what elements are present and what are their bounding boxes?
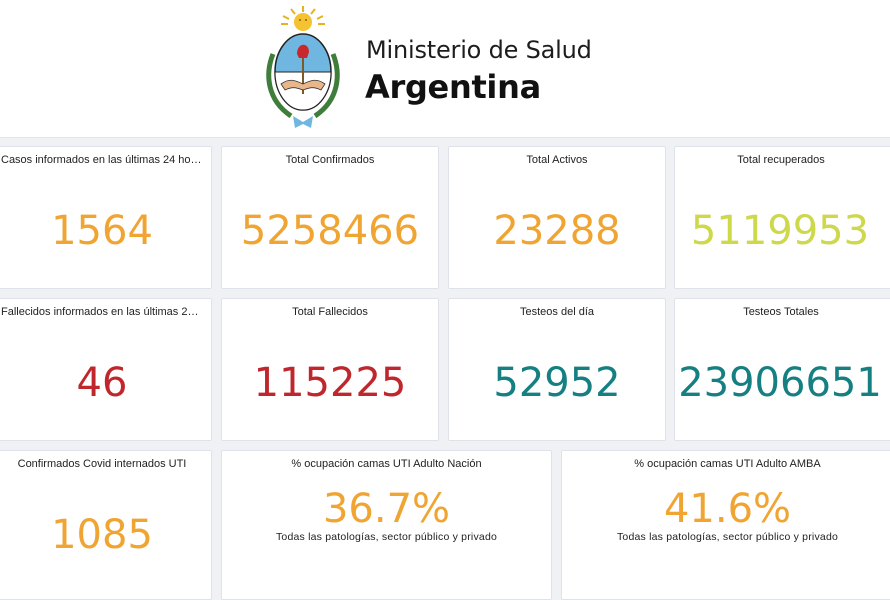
- card-total-recovered: Total recuperados 5119953: [674, 146, 890, 289]
- card-icu-confirmed: Confirmados Covid internados UTI 1085: [0, 450, 212, 600]
- card-icu-occupancy-amba: % ocupación camas UTI Adulto AMBA 41.6% …: [561, 450, 890, 600]
- card-icu-occupancy-nacion: % ocupación camas UTI Adulto Nación 36.7…: [221, 450, 552, 600]
- card-value: 5119953: [690, 208, 870, 254]
- occupancy-value: 36.7%: [322, 486, 451, 532]
- card-value: 23906651: [678, 360, 882, 406]
- card-title: Total Fallecidos: [292, 306, 368, 318]
- card-title: Fallecidos informados en las últimas 24 …: [1, 306, 203, 318]
- card-value: 1564: [51, 208, 153, 254]
- card-tests-total: Testeos Totales 23906651: [674, 298, 890, 441]
- card-title: % ocupación camas UTI Adulto Nación: [291, 458, 482, 470]
- card-title: Confirmados Covid internados UTI: [17, 458, 187, 470]
- card-title: Total Activos: [526, 154, 588, 166]
- country-name: Argentina: [365, 68, 541, 106]
- card-value: 5258466: [240, 208, 420, 254]
- card-title: Casos informados en las últimas 24 horas: [1, 154, 203, 166]
- card-title: Testeos Totales: [743, 306, 819, 318]
- card-title: Total recuperados: [737, 154, 825, 166]
- argentina-coat-of-arms-icon: [266, 6, 340, 128]
- card-value: 1085: [51, 512, 153, 558]
- card-title: Testeos del día: [520, 306, 594, 318]
- card-value: 115225: [253, 360, 407, 406]
- card-title: % ocupación camas UTI Adulto AMBA: [634, 458, 821, 470]
- card-total-deaths: Total Fallecidos 115225: [221, 298, 439, 441]
- ministry-name: Ministerio de Salud: [366, 36, 592, 64]
- occupancy-value: 41.6%: [663, 486, 792, 532]
- card-total-active: Total Activos 23288: [448, 146, 666, 289]
- occupancy-subtitle: Todas las patologías, sector público y p…: [275, 531, 498, 543]
- card-title: Total Confirmados: [285, 154, 375, 166]
- card-value: 23288: [493, 208, 621, 254]
- card-total-confirmed: Total Confirmados 5258466: [221, 146, 439, 289]
- header: Ministerio de Salud Argentina: [0, 0, 890, 138]
- card-tests-today: Testeos del día 52952: [448, 298, 666, 441]
- occupancy-subtitle: Todas las patologías, sector público y p…: [616, 531, 839, 543]
- card-value: 52952: [493, 360, 621, 406]
- card-deaths-24h: Fallecidos informados en las últimas 24 …: [0, 298, 212, 441]
- card-cases-24h: Casos informados en las últimas 24 horas…: [0, 146, 212, 289]
- card-value: 46: [76, 360, 128, 406]
